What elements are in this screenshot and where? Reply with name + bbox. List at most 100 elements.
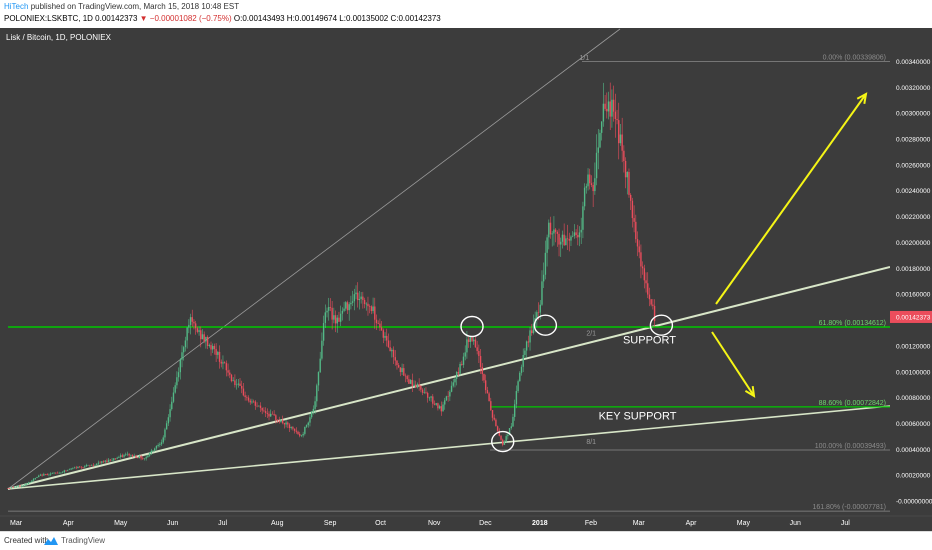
- candle-body: [237, 383, 240, 385]
- candle-body: [249, 400, 251, 403]
- candle-body: [502, 439, 504, 445]
- candle-body: [31, 480, 33, 483]
- symbol-text: POLONIEX:LSKBTC, 1D: [4, 14, 93, 23]
- candle-body: [426, 392, 429, 398]
- footer: Created with TradingView: [0, 531, 932, 550]
- candle-body: [379, 323, 381, 328]
- highlight-circle: [533, 314, 558, 336]
- candle-body: [280, 419, 282, 422]
- tradingview-link[interactable]: TradingView: [61, 536, 106, 545]
- candle-body: [484, 380, 487, 391]
- candle-body: [573, 232, 576, 236]
- publication-header: HiTech published on TradingView.com, Mar…: [0, 0, 932, 28]
- candle-body: [29, 482, 31, 483]
- candle-body: [631, 200, 634, 219]
- candle-body: [292, 427, 294, 429]
- candle-body: [396, 360, 398, 366]
- candle-body: [89, 464, 91, 466]
- fib-level-label: 100.00% (0.00039493): [815, 443, 886, 450]
- candle-body: [638, 246, 640, 253]
- candle-body: [583, 187, 586, 207]
- candle-body: [106, 460, 108, 462]
- candle-body: [348, 304, 350, 311]
- author-link[interactable]: HiTech: [4, 2, 29, 11]
- candle-body: [449, 391, 451, 397]
- fan-label: 1/1: [580, 55, 590, 62]
- candle-body: [252, 401, 255, 403]
- candle-body: [397, 365, 400, 368]
- candle-body: [362, 296, 364, 300]
- candle-body: [36, 477, 38, 478]
- candle-body: [143, 458, 146, 460]
- candle-body: [104, 460, 106, 462]
- candle-body: [92, 464, 94, 466]
- candle-body: [136, 457, 139, 459]
- candle-body: [263, 410, 265, 412]
- candle-body: [258, 405, 260, 407]
- current-price-badge: [890, 310, 932, 323]
- candle-body: [549, 222, 552, 235]
- candle-body: [351, 301, 354, 303]
- candle-body: [539, 304, 541, 313]
- candle-body: [641, 266, 644, 269]
- candle-body: [312, 408, 315, 412]
- candle-body: [230, 374, 233, 382]
- candle-body: [155, 446, 158, 449]
- candle-body: [271, 413, 274, 415]
- candle-body: [44, 474, 47, 475]
- candle-body: [172, 392, 175, 402]
- y-axis-tick-label: 0.00020000: [896, 473, 931, 480]
- candle-body: [304, 426, 306, 434]
- candle-body: [488, 393, 490, 402]
- candle-body: [604, 103, 606, 109]
- tradingview-logo-icon[interactable]: [44, 536, 58, 545]
- candle-body: [595, 152, 598, 179]
- y-axis-panel: [890, 28, 932, 531]
- candle-body: [457, 371, 460, 374]
- price-chart[interactable]: Lisk / Bitcoin, 1D, POLONIEX 0.00% (0.00…: [0, 28, 932, 531]
- candle-body: [585, 186, 588, 188]
- y-axis-tick-label: 0.00040000: [896, 447, 931, 454]
- highlight-circle: [460, 315, 484, 338]
- candle-body: [374, 306, 376, 320]
- candle-body: [15, 486, 18, 488]
- candle-body: [611, 99, 613, 117]
- candle-body: [437, 403, 439, 409]
- x-axis-tick-label: Mar: [633, 520, 646, 527]
- candle-body: [343, 308, 345, 311]
- candle-body: [445, 396, 448, 401]
- candle-body: [556, 231, 559, 234]
- candle-body: [60, 472, 62, 474]
- candle-body: [319, 358, 321, 373]
- candle-body: [599, 132, 601, 148]
- candle-body: [101, 461, 103, 463]
- candle-body: [500, 435, 502, 440]
- candle-body: [232, 380, 234, 382]
- candle-body: [382, 330, 385, 338]
- candle-body: [283, 422, 286, 425]
- candle-body: [222, 362, 224, 364]
- candle-body: [184, 340, 187, 348]
- candle-body: [544, 252, 547, 275]
- candle-body: [496, 426, 499, 431]
- candle-body: [213, 345, 216, 350]
- candle-body: [19, 485, 21, 487]
- candle-body: [171, 401, 173, 410]
- candle-body: [191, 317, 193, 322]
- chart-area[interactable]: Lisk / Bitcoin, 1D, POLONIEX 0.00% (0.00…: [0, 28, 932, 531]
- candle-body: [20, 485, 23, 487]
- candle-body: [421, 389, 424, 393]
- candle-body: [326, 310, 328, 313]
- candle-body: [247, 397, 250, 401]
- candle-body: [372, 306, 374, 312]
- candle-body: [111, 460, 113, 461]
- candle-body: [416, 384, 419, 388]
- candle-body: [495, 419, 497, 427]
- candle-body: [7, 488, 9, 489]
- publication-info: HiTech published on TradingView.com, Mar…: [4, 2, 239, 11]
- candle-body: [380, 327, 383, 331]
- arrow-down: [711, 331, 755, 397]
- arrow-down-head: [744, 385, 756, 398]
- x-axis-tick-label: Jul: [841, 520, 850, 527]
- candle-body: [215, 349, 217, 355]
